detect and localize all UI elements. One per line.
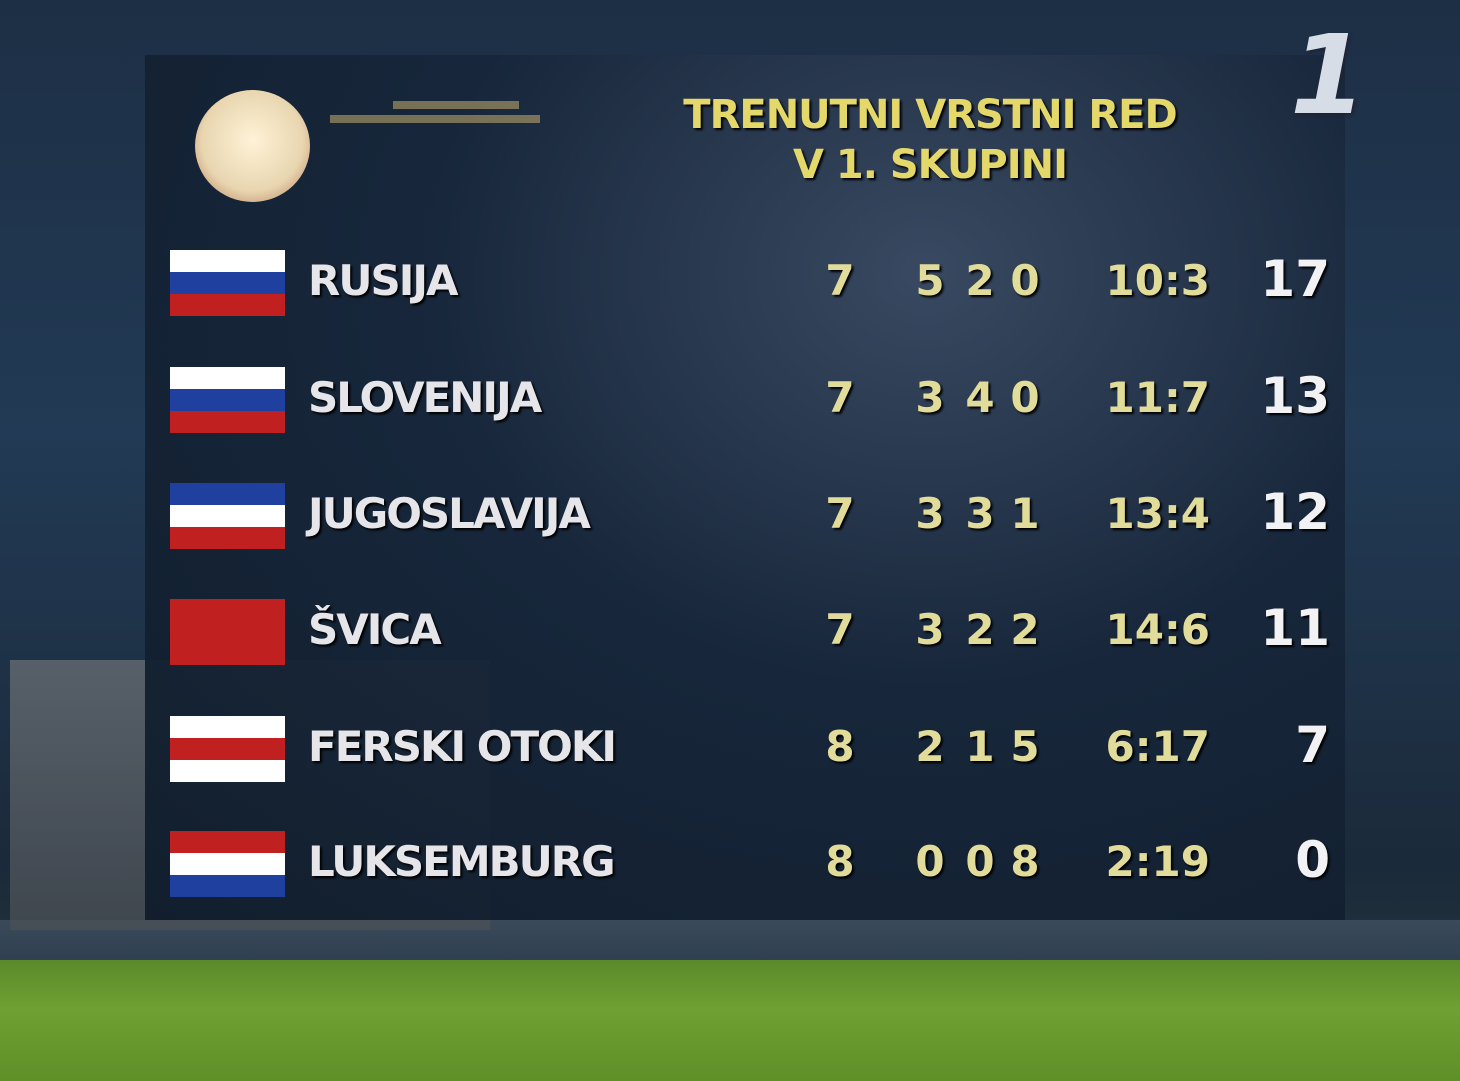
table-row: FERSKI OTOKI 8 2 1 5 6:17 7 <box>160 716 1340 796</box>
wins: 2 <box>915 722 945 771</box>
world-cup-logo <box>195 90 310 202</box>
wins: 3 <box>915 373 945 422</box>
country-flag <box>170 250 285 316</box>
flag-stripe <box>170 760 285 782</box>
flag-stripe <box>170 367 285 389</box>
flag-stripe <box>170 621 285 643</box>
draws: 2 <box>965 256 995 305</box>
flag-stripe <box>170 853 285 875</box>
country-flag <box>170 599 285 665</box>
goals: 2:19 <box>1105 837 1210 886</box>
wins: 5 <box>915 256 945 305</box>
flag-stripe <box>170 738 285 760</box>
draws: 0 <box>965 837 995 886</box>
matches-played: 7 <box>825 489 855 538</box>
losses: 1 <box>1010 489 1040 538</box>
team-name: JUGOSLAVIJA <box>308 489 591 538</box>
flag-stripe <box>170 875 285 897</box>
team-name: RUSIJA <box>308 256 458 305</box>
points: 17 <box>1260 250 1330 308</box>
points: 11 <box>1260 599 1330 657</box>
flag-stripe <box>170 389 285 411</box>
matches-played: 7 <box>825 373 855 422</box>
country-flag <box>170 483 285 549</box>
table-row: LUKSEMBURG 8 0 0 8 2:19 0 <box>160 831 1340 911</box>
team-name: ŠVICA <box>308 605 442 654</box>
flag-stripe <box>170 716 285 738</box>
wins: 3 <box>915 489 945 538</box>
matches-played: 8 <box>825 837 855 886</box>
standings-panel <box>145 55 1345 920</box>
goals: 13:4 <box>1105 489 1210 538</box>
points: 12 <box>1260 483 1330 541</box>
points: 7 <box>1295 716 1330 774</box>
flag-stripe <box>170 599 285 621</box>
country-flag <box>170 367 285 433</box>
draws: 2 <box>965 605 995 654</box>
world-cup-logo-text <box>330 95 540 165</box>
title-line-2: V 1. SKUPINI <box>793 142 1068 188</box>
goals: 11:7 <box>1105 373 1210 422</box>
wins: 3 <box>915 605 945 654</box>
draws: 4 <box>965 373 995 422</box>
flag-stripe <box>170 505 285 527</box>
draws: 3 <box>965 489 995 538</box>
wins: 0 <box>915 837 945 886</box>
losses: 5 <box>1010 722 1040 771</box>
flag-stripe <box>170 272 285 294</box>
goals: 6:17 <box>1105 722 1210 771</box>
losses: 8 <box>1010 837 1040 886</box>
team-name: FERSKI OTOKI <box>308 722 617 771</box>
flag-stripe <box>170 483 285 505</box>
pitch-grass <box>0 960 1460 1081</box>
flag-stripe <box>170 250 285 272</box>
flag-stripe <box>170 411 285 433</box>
table-row: ŠVICA 7 3 2 2 14:6 11 <box>160 599 1340 679</box>
flag-stripe <box>170 527 285 549</box>
losses: 2 <box>1010 605 1040 654</box>
title-line-1: TRENUTNI VRSTNI RED <box>683 92 1177 138</box>
country-flag <box>170 831 285 897</box>
flag-stripe <box>170 294 285 316</box>
draws: 1 <box>965 722 995 771</box>
goals: 14:6 <box>1105 605 1210 654</box>
country-flag <box>170 716 285 782</box>
channel-one-logo: 1 <box>1290 11 1367 139</box>
matches-played: 7 <box>825 256 855 305</box>
team-name: SLOVENIJA <box>308 373 542 422</box>
points: 13 <box>1260 367 1330 425</box>
team-name: LUKSEMBURG <box>308 837 616 886</box>
flag-stripe <box>170 831 285 853</box>
matches-played: 8 <box>825 722 855 771</box>
table-row: JUGOSLAVIJA 7 3 3 1 13:4 12 <box>160 483 1340 563</box>
standings-title: TRENUTNI VRSTNI RED V 1. SKUPINI <box>570 90 1290 190</box>
flag-stripe <box>170 643 285 665</box>
table-row: SLOVENIJA 7 3 4 0 11:7 13 <box>160 367 1340 447</box>
matches-played: 7 <box>825 605 855 654</box>
goals: 10:3 <box>1105 256 1210 305</box>
points: 0 <box>1295 831 1330 889</box>
table-row: RUSIJA 7 5 2 0 10:3 17 <box>160 250 1340 330</box>
losses: 0 <box>1010 373 1040 422</box>
losses: 0 <box>1010 256 1040 305</box>
